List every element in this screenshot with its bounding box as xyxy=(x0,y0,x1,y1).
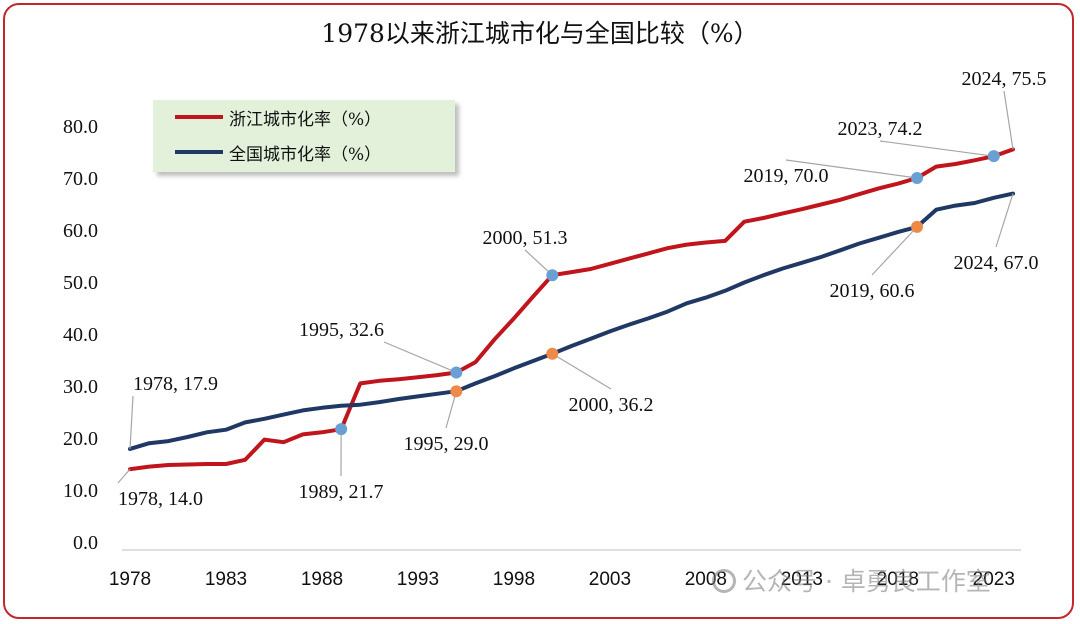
annotation-leader-line xyxy=(383,341,457,374)
data-label: 2024, 75.5 xyxy=(962,68,1047,90)
data-point-marker xyxy=(335,423,348,436)
data-label: 1995, 32.6 xyxy=(299,319,384,341)
data-point-marker xyxy=(450,366,463,379)
annotation-leader-line xyxy=(445,391,457,429)
series-lines xyxy=(128,147,1015,472)
data-label: 2000, 36.2 xyxy=(569,394,654,416)
data-label: 2000, 51.3 xyxy=(483,227,568,249)
x-tick-label: 1983 xyxy=(205,569,247,590)
data-point-marker xyxy=(546,269,559,282)
x-tick-label: 1998 xyxy=(493,569,535,590)
data-point-markers xyxy=(335,150,1000,436)
y-tick-label: 70.0 xyxy=(63,168,98,190)
annotation-leader-line xyxy=(1003,90,1014,150)
annotation-leader-line xyxy=(995,193,1014,248)
annotation-leader-line xyxy=(129,395,134,449)
series-line-zhejiang xyxy=(128,147,1015,472)
legend-item-zhejiang: 浙江城市化率（%） xyxy=(175,103,381,131)
data-point-marker xyxy=(987,150,1000,163)
y-tick-label: 60.0 xyxy=(63,220,98,242)
watermark-text: 公众号 · 卓勇良工作室 xyxy=(742,567,991,596)
x-tick-label: 1988 xyxy=(301,569,343,590)
annotation-leader-line xyxy=(879,140,994,157)
x-tick-label: 2013 xyxy=(781,569,823,590)
y-tick-label: 30.0 xyxy=(63,376,98,398)
data-label: 1978, 17.9 xyxy=(133,373,218,395)
y-axis-ticks: 0.0 10.0 20.0 30.0 40.0 50.0 60.0 70.0 80.0 xyxy=(63,116,98,554)
data-label: 1978, 14.0 xyxy=(118,488,203,510)
legend-label-zhejiang: 浙江城市化率（%） xyxy=(229,109,382,130)
y-tick-label: 50.0 xyxy=(63,272,98,294)
x-axis-ticks: 1978 1983 1988 1993 1998 2003 2008 2013 2018 2023 xyxy=(109,569,1015,590)
data-point-marker xyxy=(450,385,463,398)
annotation-leader-line xyxy=(785,159,918,179)
legend-swatch-national xyxy=(175,150,223,154)
data-label: 2019, 60.6 xyxy=(830,280,915,302)
annotation-leader-line xyxy=(551,353,612,390)
data-label: 1989, 21.7 xyxy=(299,481,384,503)
x-tick-label: 1978 xyxy=(109,569,151,590)
y-tick-label: 10.0 xyxy=(63,480,98,502)
x-tick-label: 1993 xyxy=(397,569,439,590)
legend-item-national: 全国城市化率（%） xyxy=(175,138,381,166)
data-label: 2024, 67.0 xyxy=(954,252,1039,274)
y-tick-label: 20.0 xyxy=(63,428,98,450)
annotation-leader-line xyxy=(117,468,131,484)
y-tick-label: 40.0 xyxy=(63,324,98,346)
y-tick-label: 80.0 xyxy=(63,116,98,138)
legend-swatch-zhejiang xyxy=(175,115,223,119)
x-tick-label: 2003 xyxy=(589,569,631,590)
data-point-marker xyxy=(911,220,924,233)
series-line-national xyxy=(128,191,1015,451)
data-point-marker xyxy=(911,172,924,184)
wechat-icon xyxy=(712,569,736,593)
x-tick-label: 2023 xyxy=(973,569,1015,590)
annotation-leader-line xyxy=(871,226,918,276)
legend: 浙江城市化率（%） 全国城市化率（%） xyxy=(153,100,455,172)
x-tick-label: 2018 xyxy=(877,569,919,590)
y-tick-label: 0.0 xyxy=(73,532,98,554)
annotation-leaders xyxy=(117,90,1014,484)
chart-title: 1978以来浙江城市化与全国比较（%） xyxy=(321,19,759,48)
data-label: 2019, 70.0 xyxy=(744,165,829,187)
legend-label-national: 全国城市化率（%） xyxy=(229,144,382,165)
annotation-leader-line xyxy=(524,249,553,276)
data-labels: 1978, 14.0 1978, 17.9 1989, 21.7 1995, 32.6… xyxy=(118,68,1047,510)
data-label: 1995, 29.0 xyxy=(404,433,489,455)
data-label: 2023, 74.2 xyxy=(838,118,923,140)
watermark: 公众号 · 卓勇良工作室 xyxy=(712,562,991,598)
data-point-marker xyxy=(546,347,559,360)
